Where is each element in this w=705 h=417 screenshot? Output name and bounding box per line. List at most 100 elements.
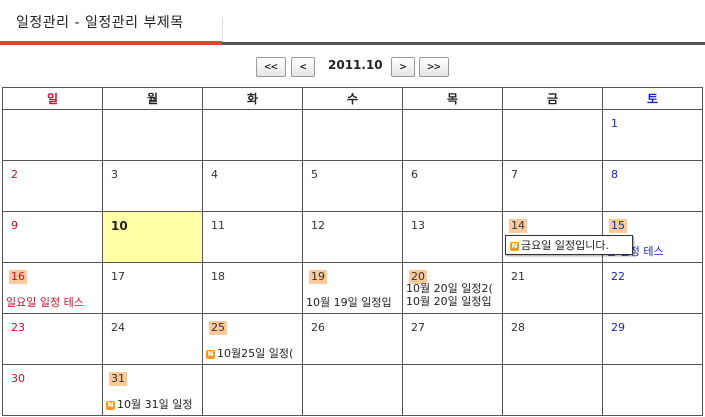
calendar-day-cell[interactable]: 19 10월 19일 일정입: [302, 262, 403, 314]
event-title[interactable]: 10월 31일 일정: [117, 398, 193, 411]
event-title[interactable]: 일요일 일정 테스: [6, 296, 84, 309]
calendar-day-cell[interactable]: 26: [302, 313, 403, 365]
calendar-day-cell[interactable]: 9: [2, 211, 103, 263]
event-list: N 10월25일 일정(: [203, 347, 302, 360]
calendar-day-cell[interactable]: 6: [402, 160, 503, 212]
event-list: N 10월 31일 일정: [103, 398, 202, 411]
calendar-day-cell[interactable]: 10: [102, 211, 203, 263]
day-number[interactable]: 23: [11, 321, 25, 334]
weekday-header: 월: [102, 87, 203, 110]
event-item[interactable]: 10월 20일 일정2(: [403, 282, 502, 295]
title-accent-bar: [0, 41, 222, 45]
calendar-week-row: 2 3 4 5 6 7 8: [2, 160, 703, 212]
event-item[interactable]: 10월 19일 일정입: [303, 296, 402, 309]
calendar-day-cell[interactable]: 8: [602, 160, 703, 212]
day-number[interactable]: 25: [209, 321, 227, 335]
header-divider: [222, 18, 223, 42]
event-title[interactable]: 10월 20일 일정2(: [406, 282, 493, 295]
day-number[interactable]: 12: [311, 219, 325, 232]
day-number[interactable]: 8: [611, 168, 618, 181]
calendar-day-cell[interactable]: 25 N 10월25일 일정(: [202, 313, 303, 365]
event-list: 10월 19일 일정입: [303, 296, 402, 309]
event-title[interactable]: 10월25일 일정(: [217, 347, 294, 360]
new-icon: N: [510, 241, 519, 251]
calendar-day-cell[interactable]: 28: [502, 313, 603, 365]
calendar-empty-cell: [402, 364, 503, 416]
day-number[interactable]: 7: [511, 168, 518, 181]
event-item[interactable]: N 10월25일 일정(: [203, 347, 302, 360]
calendar-day-cell[interactable]: 3: [102, 160, 203, 212]
day-number[interactable]: 3: [111, 168, 118, 181]
day-number[interactable]: 16: [9, 270, 27, 284]
day-number[interactable]: 5: [311, 168, 318, 181]
day-number[interactable]: 17: [111, 270, 125, 283]
calendar-day-cell[interactable]: 21: [502, 262, 603, 314]
calendar-day-cell[interactable]: 22: [602, 262, 703, 314]
calendar-day-cell[interactable]: 11: [202, 211, 303, 263]
calendar-day-cell[interactable]: 24: [102, 313, 203, 365]
new-icon: N: [206, 349, 215, 359]
day-number[interactable]: 15: [609, 219, 627, 233]
calendar-empty-cell: [302, 364, 403, 416]
day-number[interactable]: 11: [211, 219, 225, 232]
calendar-day-cell[interactable]: 1: [602, 109, 703, 161]
calendar-day-cell[interactable]: 23: [2, 313, 103, 365]
calendar-empty-cell: [502, 364, 603, 416]
prev-month-button[interactable]: <: [291, 57, 315, 77]
calendar-day-cell[interactable]: 30: [2, 364, 103, 416]
event-title[interactable]: 10월 19일 일정입: [306, 296, 392, 309]
day-number[interactable]: 27: [411, 321, 425, 334]
weekday-header: 수: [302, 87, 403, 110]
calendar-day-cell[interactable]: 13: [402, 211, 503, 263]
calendar-day-cell[interactable]: 16 일요일 일정 테스: [2, 262, 103, 314]
day-number[interactable]: 6: [411, 168, 418, 181]
day-number[interactable]: 20: [409, 270, 427, 284]
first-month-button[interactable]: <<: [256, 57, 286, 77]
day-number[interactable]: 28: [511, 321, 525, 334]
day-number[interactable]: 19: [309, 270, 327, 284]
new-icon: N: [106, 400, 115, 410]
calendar-day-cell[interactable]: 5: [302, 160, 403, 212]
day-number[interactable]: 2: [11, 168, 18, 181]
day-number[interactable]: 30: [11, 372, 25, 385]
calendar-day-cell[interactable]: 7: [502, 160, 603, 212]
day-number[interactable]: 21: [511, 270, 525, 283]
calendar-day-cell[interactable]: 29: [602, 313, 703, 365]
day-number[interactable]: 22: [611, 270, 625, 283]
calendar-day-cell[interactable]: 18: [202, 262, 303, 314]
event-tooltip: N 금요일 일정입니다.: [505, 235, 633, 255]
calendar-day-cell[interactable]: 20 10월 20일 일정2(10월 20일 일정입: [402, 262, 503, 314]
day-number[interactable]: 13: [411, 219, 425, 232]
next-month-button[interactable]: >: [391, 57, 415, 77]
day-number[interactable]: 14: [509, 219, 527, 233]
calendar-day-cell[interactable]: 12: [302, 211, 403, 263]
page-title: 일정관리 - 일정관리 부제목: [16, 15, 184, 31]
day-number[interactable]: 18: [211, 270, 225, 283]
event-item[interactable]: N 10월 31일 일정: [103, 398, 202, 411]
calendar-empty-cell: [302, 109, 403, 161]
day-number[interactable]: 31: [109, 372, 127, 386]
calendar-day-cell[interactable]: 27: [402, 313, 503, 365]
calendar-day-cell[interactable]: 4: [202, 160, 303, 212]
day-number[interactable]: 9: [11, 219, 18, 232]
day-number[interactable]: 10: [111, 219, 128, 233]
event-item[interactable]: 일요일 일정 테스: [3, 296, 102, 309]
event-title[interactable]: 10월 20일 일정입: [406, 295, 492, 308]
calendar-week-row: 30 31 N 10월 31일 일정: [2, 364, 703, 416]
day-number[interactable]: 24: [111, 321, 125, 334]
day-number[interactable]: 1: [611, 117, 618, 130]
calendar-day-cell[interactable]: 2: [2, 160, 103, 212]
weekday-header: 금: [502, 87, 603, 110]
calendar-day-cell[interactable]: 17: [102, 262, 203, 314]
event-item[interactable]: 10월 20일 일정입: [403, 295, 502, 308]
last-month-button[interactable]: >>: [419, 57, 449, 77]
day-number[interactable]: 29: [611, 321, 625, 334]
calendar-empty-cell: [202, 109, 303, 161]
calendar-day-cell[interactable]: 31 N 10월 31일 일정: [102, 364, 203, 416]
event-list: 10월 20일 일정2(10월 20일 일정입: [403, 282, 502, 308]
day-number[interactable]: 4: [211, 168, 218, 181]
calendar-week-row: 1: [2, 109, 703, 161]
month-navigation: << < 2011.10 > >>: [0, 57, 705, 77]
day-number[interactable]: 26: [311, 321, 325, 334]
